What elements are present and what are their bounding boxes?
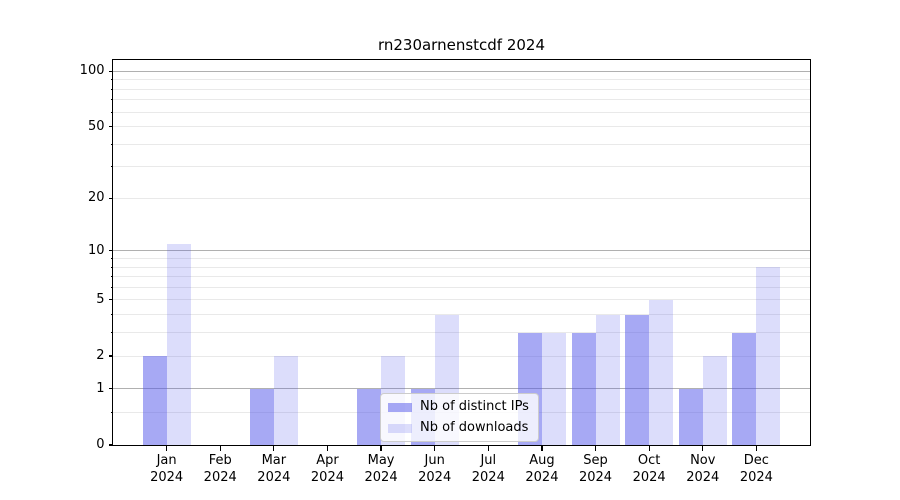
minor-gridline — [113, 276, 810, 278]
y-minor-tick — [110, 143, 113, 145]
minor-gridline — [113, 99, 810, 101]
x-tick-label: Mar 2024 — [257, 453, 291, 485]
minor-gridline — [113, 88, 810, 90]
x-tick-label: Dec 2024 — [739, 453, 773, 485]
x-tick — [755, 446, 757, 451]
x-tick — [166, 446, 168, 451]
bar-distinct-ips-oct — [625, 314, 650, 445]
y-minor-tick — [110, 314, 113, 316]
x-tick — [326, 446, 329, 451]
x-tick-label: Feb 2024 — [203, 453, 237, 485]
bar-distinct-ips-may — [357, 388, 382, 445]
y-tick — [108, 197, 113, 199]
minor-gridline — [113, 355, 810, 357]
legend-swatch-distinct-ips-icon — [388, 402, 412, 412]
bar-distinct-ips-sep — [571, 332, 596, 445]
bar-downloads-nov — [702, 356, 727, 445]
y-tick-label: 5 — [96, 291, 105, 307]
minor-gridline — [113, 314, 810, 316]
x-tick-label: May 2024 — [364, 453, 398, 485]
y-tick — [108, 125, 113, 128]
x-tick-label: Apr 2024 — [310, 453, 344, 485]
minor-gridline — [113, 332, 810, 334]
legend-item-downloads: Nb of downloads — [388, 420, 529, 436]
x-tick-label: Jun 2024 — [418, 453, 452, 485]
y-tick — [108, 355, 113, 357]
y-tick — [108, 70, 113, 72]
legend: Nb of distinct IPs Nb of downloads — [380, 393, 539, 442]
major-gridline — [113, 388, 810, 390]
x-tick-label: Sep 2024 — [578, 453, 613, 485]
x-tick — [273, 446, 275, 451]
y-tick-label: 1 — [96, 380, 105, 396]
bar-downloads-oct — [649, 299, 674, 445]
x-tick-label: Jul 2024 — [471, 453, 505, 485]
legend-label-downloads: Nb of downloads — [420, 420, 529, 435]
y-minor-tick — [110, 99, 113, 101]
x-tick-label: Aug 2024 — [525, 453, 559, 485]
minor-gridline — [113, 166, 810, 168]
minor-gridline — [113, 299, 810, 301]
y-tick-label: 20 — [87, 190, 105, 206]
bar-downloads-dec — [756, 267, 781, 445]
x-tick — [219, 446, 221, 451]
bar-downloads-mar — [273, 356, 298, 445]
y-tick-label: 50 — [87, 118, 105, 134]
legend-item-distinct-ips: Nb of distinct IPs — [388, 399, 529, 415]
x-tick — [434, 446, 436, 451]
x-tick — [541, 446, 543, 451]
legend-swatch-downloads-icon — [388, 423, 412, 433]
x-tick-label: Jan 2024 — [150, 453, 184, 485]
y-minor-tick — [110, 286, 113, 288]
x-tick-label: Nov 2024 — [686, 453, 720, 485]
x-tick — [648, 446, 650, 451]
bar-distinct-ips-nov — [678, 388, 703, 445]
minor-gridline — [113, 143, 810, 145]
minor-gridline — [113, 258, 810, 259]
minor-gridline — [113, 266, 810, 268]
minor-gridline — [113, 111, 810, 113]
minor-gridline — [113, 286, 810, 288]
y-minor-tick — [110, 332, 113, 334]
plot-grid: Nb of distinct IPs Nb of downloads — [113, 60, 810, 445]
plot-area: Nb of distinct IPs Nb of downloads — [112, 59, 811, 446]
y-tick-label: 10 — [87, 242, 105, 258]
minor-gridline — [113, 126, 810, 128]
chart-title: rn230arnenstcdf 2024 — [377, 36, 546, 54]
y-tick — [108, 388, 113, 390]
minor-gridline — [113, 197, 810, 199]
y-tick — [108, 444, 113, 446]
x-tick — [380, 446, 382, 451]
major-gridline — [113, 250, 810, 252]
y-tick — [108, 250, 113, 252]
y-tick-label: 100 — [79, 63, 105, 79]
y-minor-tick — [110, 411, 113, 413]
x-tick — [702, 446, 704, 451]
y-minor-tick — [110, 276, 113, 278]
x-tick — [487, 446, 489, 451]
bar-downloads-jan — [166, 243, 191, 445]
y-tick-label: 0 — [96, 437, 105, 452]
y-minor-tick — [110, 258, 113, 259]
bar-distinct-ips-dec — [732, 332, 757, 445]
bar-distinct-ips-mar — [249, 388, 274, 445]
x-tick — [594, 446, 597, 451]
y-minor-tick — [110, 111, 113, 113]
bar-distinct-ips-jan — [142, 356, 167, 445]
x-tick-label: Oct 2024 — [632, 453, 666, 485]
y-tick-label: 2 — [96, 348, 105, 364]
y-minor-tick — [110, 266, 113, 268]
legend-label-distinct-ips: Nb of distinct IPs — [420, 399, 529, 414]
y-minor-tick — [110, 88, 113, 90]
major-gridline — [113, 70, 810, 72]
y-minor-tick — [110, 166, 113, 168]
y-tick — [108, 299, 113, 301]
bar-downloads-aug — [541, 332, 566, 445]
minor-gridline — [113, 79, 810, 81]
bar-downloads-sep — [595, 314, 620, 445]
y-minor-tick — [110, 79, 113, 81]
